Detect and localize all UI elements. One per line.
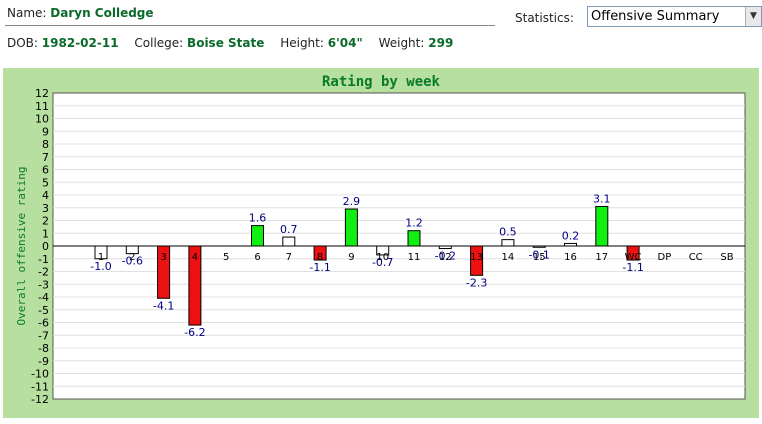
name-divider	[5, 25, 495, 26]
y-tick-label: -9	[38, 355, 49, 368]
weight-value: 299	[428, 36, 454, 50]
x-tick-label: 11	[408, 252, 421, 263]
y-tick-label: -4	[38, 291, 49, 304]
value-label: 0.2	[562, 229, 580, 242]
statistics-selected-value: Offensive Summary	[591, 9, 720, 24]
x-tick-label: 5	[223, 252, 229, 263]
name-label: Name:	[7, 6, 47, 20]
y-tick-label: 0	[42, 240, 49, 253]
y-tick-label: -12	[31, 393, 49, 406]
college-label: College:	[134, 36, 184, 50]
value-label: -1.1	[622, 261, 643, 274]
y-tick-label: -7	[38, 329, 49, 342]
x-tick-label: 10	[376, 252, 389, 263]
y-tick-label: 5	[42, 176, 49, 189]
x-tick-label: 1	[98, 252, 104, 263]
player-info-row: DOB: 1982-02-11 College: Boise State Hei…	[7, 36, 465, 50]
x-tick-label: 4	[192, 252, 198, 263]
chart-title: Rating by week	[322, 74, 441, 90]
x-tick-label: DP	[658, 252, 672, 263]
y-tick-label: -3	[38, 278, 49, 291]
value-label: 0.7	[280, 223, 298, 236]
x-tick-label: 16	[564, 252, 577, 263]
y-tick-label: -1	[38, 253, 49, 266]
x-tick-labels: 1 2 3 4 5 6 7 8 9 10 11 12 13 14 15 16 17 WC DP CC SB	[98, 252, 734, 263]
x-tick-label: 8	[317, 252, 323, 263]
value-label: 0.5	[499, 226, 517, 239]
bar	[344, 208, 358, 247]
rating-chart: Rating by week 1211109876543210-1-2-3-4-…	[15, 74, 746, 406]
x-tick-label: 6	[254, 252, 260, 263]
y-tick-label: 2	[42, 215, 49, 228]
y-tick-label: 8	[42, 138, 49, 151]
player-header: Name: Daryn Colledge Statistics: Offensi…	[0, 0, 762, 62]
x-tick-label: WC	[625, 252, 642, 263]
y-tick-labels: 1211109876543210-1-2-3-4-5-6-7-8-9-10-11…	[31, 87, 49, 406]
x-tick-label: 7	[286, 252, 292, 263]
y-tick-label: -2	[38, 266, 49, 279]
player-name-row: Name: Daryn Colledge	[7, 6, 154, 20]
x-tick-label: SB	[720, 252, 733, 263]
y-tick-label: -11	[31, 380, 49, 393]
y-axis-label: Overall offensive rating	[15, 167, 28, 326]
player-name: Daryn Colledge	[50, 6, 154, 20]
bar	[251, 225, 264, 247]
chevron-down-icon[interactable]: ▼	[745, 7, 761, 26]
height-label: Height:	[280, 36, 324, 50]
dob-label: DOB:	[7, 36, 38, 50]
value-label: -0.1	[528, 248, 549, 261]
y-tick-label: -8	[38, 342, 49, 355]
y-tick-label: 10	[35, 113, 49, 126]
x-tick-label: 9	[348, 252, 354, 263]
y-tick-label: -6	[38, 317, 49, 330]
y-tick-label: 6	[42, 164, 49, 177]
x-tick-label: 2	[129, 252, 135, 263]
x-tick-label: CC	[689, 252, 703, 263]
weight-label: Weight:	[378, 36, 425, 50]
y-tick-label: 11	[35, 100, 49, 113]
y-tick-label: -5	[38, 304, 49, 317]
value-label: -0.6	[122, 255, 143, 268]
value-label: -0.2	[435, 250, 456, 263]
bars	[94, 205, 640, 326]
value-label: -1.0	[90, 260, 111, 273]
bar	[282, 236, 296, 247]
chart-panel: Rating by week 12 11 10 9 8 7 6 5 4 3 2 1 0 -1 -2 -3 -4-…	[3, 68, 759, 418]
value-label: -4.1	[153, 299, 174, 312]
value-label: -0.7	[372, 256, 393, 269]
value-label: 1.2	[405, 217, 423, 230]
bar	[407, 230, 421, 247]
x-tick-label: 12	[439, 252, 452, 263]
statistics-select[interactable]: Offensive Summary ▼	[587, 6, 762, 27]
statistics-label: Statistics:	[515, 11, 574, 25]
value-labels: -1.0 -0.6 -4.1 -6.2 1.6 0.7 -1.1 2.9 -0.7 1.2 -0.2…	[90, 192, 644, 339]
y-tick-label: 1	[42, 227, 49, 240]
x-tick-label: 14	[502, 252, 515, 263]
value-label: 1.6	[249, 212, 267, 225]
college-value: Boise State	[187, 36, 265, 50]
y-tick-label: 4	[42, 189, 49, 202]
x-tick-label: 17	[595, 252, 608, 263]
y-tick-label: 9	[42, 125, 49, 138]
y-tick-label: 3	[42, 202, 49, 215]
x-tick-label: 13	[470, 252, 483, 263]
y-tick-label: -10	[31, 368, 49, 381]
bar	[595, 205, 609, 247]
value-label: 3.1	[593, 192, 611, 205]
x-tick-label: 15	[533, 252, 546, 263]
value-label: -1.1	[309, 261, 330, 274]
value-label: -6.2	[184, 326, 205, 339]
value-label: 2.9	[343, 195, 361, 208]
dob-value: 1982-02-11	[41, 36, 119, 50]
y-tick-label: 7	[42, 151, 49, 164]
bar	[501, 239, 515, 247]
height-value: 6'04"	[327, 36, 363, 50]
y-tick-label: 12	[35, 87, 49, 100]
value-label: -2.3	[466, 276, 487, 289]
x-tick-label: 3	[160, 252, 166, 263]
